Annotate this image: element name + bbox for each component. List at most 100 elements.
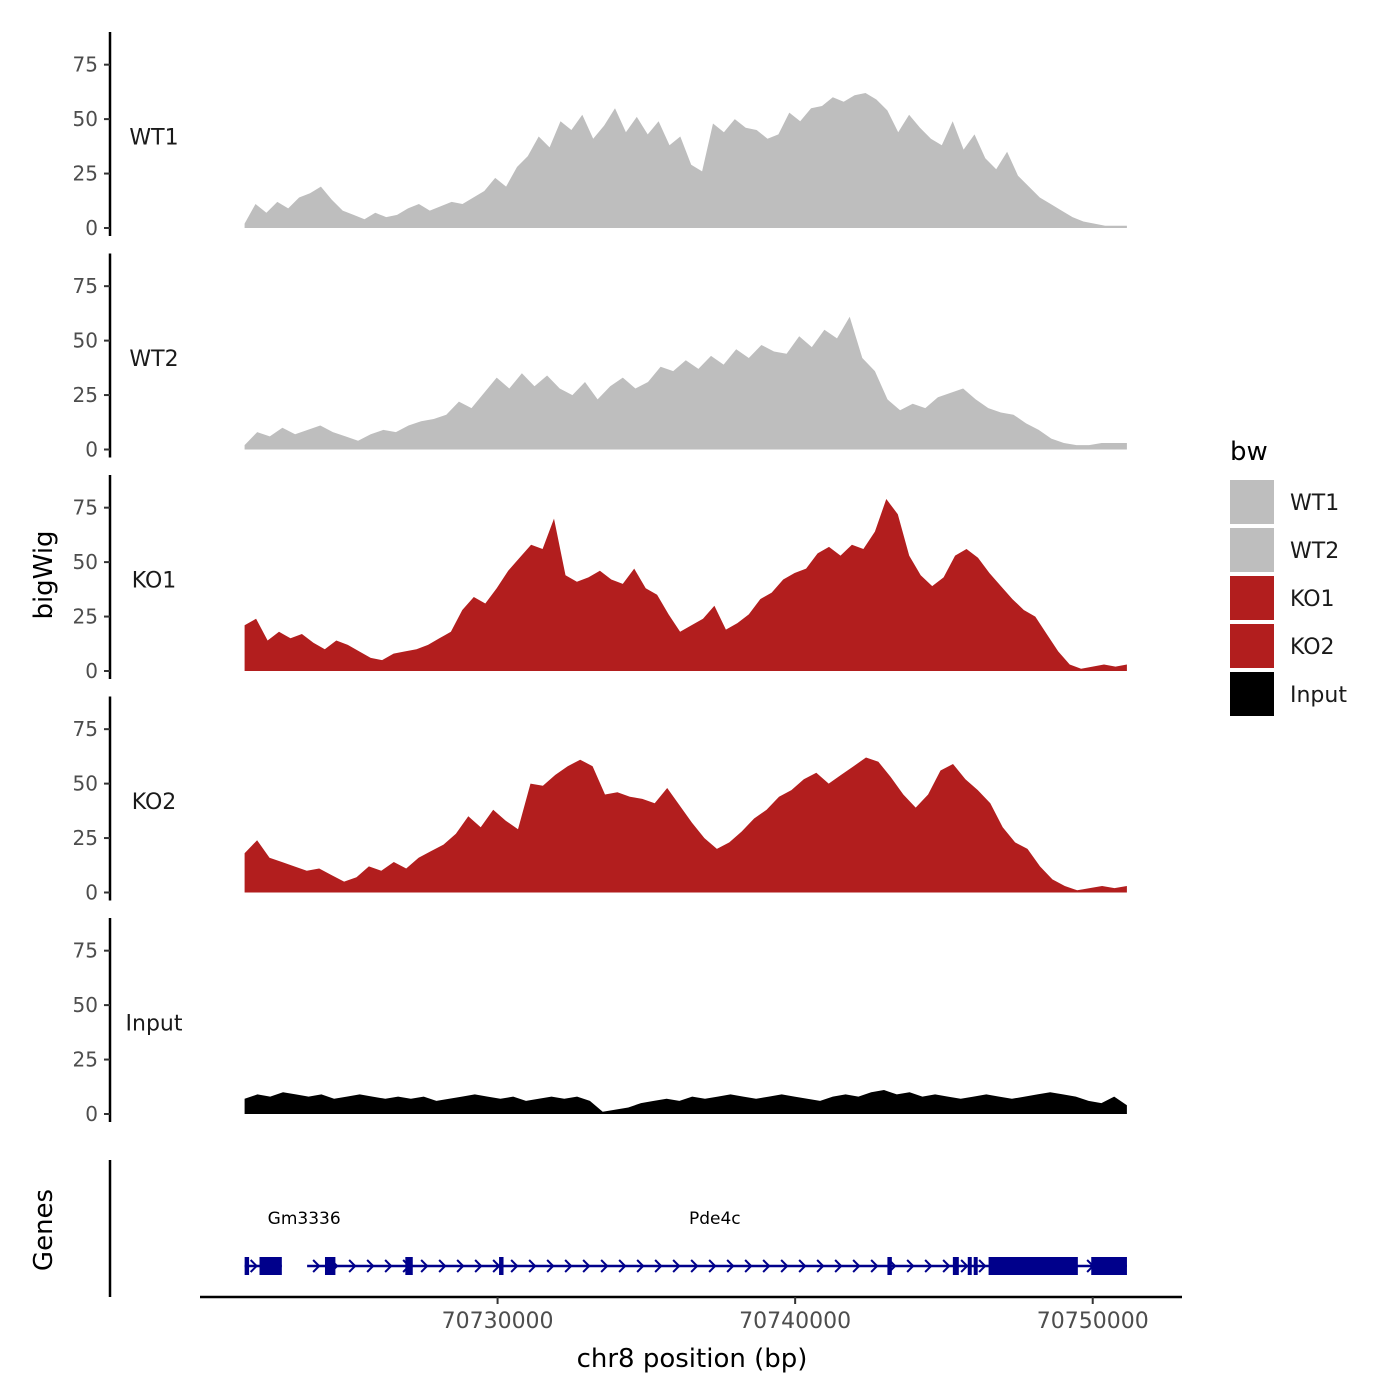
genes-track-title: Genes bbox=[29, 1189, 59, 1271]
legend-swatch bbox=[1230, 528, 1274, 572]
strand-arrow bbox=[564, 1259, 573, 1273]
gene-exon bbox=[499, 1257, 504, 1275]
y-tick-label: 50 bbox=[73, 772, 98, 796]
track-wt2: 0 25 50 75 WT2 bbox=[73, 253, 1127, 462]
x-tick-label: 70730000 bbox=[442, 1309, 554, 1334]
gene-label: Gm3336 bbox=[268, 1209, 341, 1229]
signal-area-ko1 bbox=[244, 499, 1127, 671]
strand-arrow bbox=[456, 1259, 465, 1273]
strand-arrow bbox=[384, 1259, 393, 1273]
strand-arrow bbox=[438, 1259, 447, 1273]
gene-exon bbox=[405, 1257, 413, 1275]
legend-swatch bbox=[1230, 480, 1274, 524]
strand-arrow bbox=[708, 1259, 717, 1273]
y-tick-label: 25 bbox=[73, 1048, 98, 1072]
y-tick-label: 25 bbox=[73, 383, 98, 407]
gene-exon bbox=[259, 1257, 282, 1275]
y-tick-label: 75 bbox=[73, 717, 98, 741]
x-axis: 70730000 70740000 70750000 bbox=[200, 1295, 1182, 1334]
strand-arrow bbox=[312, 1259, 321, 1273]
x-tick-label: 70750000 bbox=[1037, 1309, 1149, 1334]
legend-label: WT1 bbox=[1290, 491, 1339, 516]
y-tick-label: 75 bbox=[73, 274, 98, 298]
y-tick-label: 25 bbox=[73, 605, 98, 629]
gene-exon bbox=[887, 1257, 892, 1275]
track-label: KO2 bbox=[132, 790, 177, 815]
y-tick-label: 50 bbox=[73, 329, 98, 353]
strand-arrow bbox=[798, 1259, 807, 1273]
y-tick-label: 0 bbox=[85, 881, 98, 905]
strand-arrow bbox=[249, 1259, 259, 1273]
track-label: KO1 bbox=[132, 569, 177, 594]
strand-arrow bbox=[978, 1259, 987, 1273]
strand-arrow bbox=[942, 1259, 951, 1273]
legend-label: KO2 bbox=[1290, 635, 1335, 660]
strand-arrow bbox=[924, 1259, 933, 1273]
gene-exon bbox=[973, 1257, 978, 1275]
y-tick-label: 25 bbox=[73, 826, 98, 850]
y-tick-label: 0 bbox=[85, 1102, 98, 1126]
track-wt1: 0 25 50 75 WT1 bbox=[73, 32, 1127, 240]
legend-swatch bbox=[1230, 672, 1274, 716]
track-ko2: 0 25 50 75 KO2 bbox=[73, 696, 1127, 905]
legend-title: bw bbox=[1230, 437, 1268, 467]
strand-arrow bbox=[510, 1259, 519, 1273]
strand-arrow bbox=[546, 1259, 555, 1273]
y-tick-label: 0 bbox=[85, 216, 98, 240]
strand-arrow bbox=[816, 1259, 825, 1273]
strand-arrow bbox=[744, 1259, 753, 1273]
strand-arrow bbox=[690, 1259, 699, 1273]
signal-tracks: 0 25 50 75 WT1 0 25 50 75 WT2 0 25 50 75 KO1 0 25 50 75 KO2… bbox=[73, 32, 1127, 1126]
gene-exon bbox=[967, 1257, 972, 1275]
signal-area-wt1 bbox=[244, 93, 1127, 228]
y-tick-label: 75 bbox=[73, 53, 98, 77]
legend-item-ko2: KO2 bbox=[1230, 624, 1335, 668]
y-tick-label: 50 bbox=[73, 993, 98, 1017]
signal-area-input bbox=[244, 1090, 1127, 1114]
legend: bw WT1 WT2 KO1 KO2 Input bbox=[1230, 437, 1347, 716]
strand-arrow bbox=[780, 1259, 789, 1273]
legend-label: WT2 bbox=[1290, 539, 1339, 564]
y-tick-label: 50 bbox=[73, 107, 98, 131]
signal-area-wt2 bbox=[244, 316, 1127, 450]
gene-exon bbox=[244, 1257, 250, 1275]
gene-exon bbox=[1091, 1257, 1127, 1275]
strand-arrow bbox=[582, 1259, 591, 1273]
legend-label: Input bbox=[1290, 683, 1347, 708]
gene-gm3336: Gm3336 bbox=[244, 1209, 341, 1275]
track-label: Input bbox=[126, 1012, 183, 1037]
legend-label: KO1 bbox=[1290, 587, 1335, 612]
strand-arrow bbox=[834, 1259, 843, 1273]
y-tick-label: 50 bbox=[73, 550, 98, 574]
y-tick-label: 0 bbox=[85, 438, 98, 462]
signal-area-ko2 bbox=[244, 757, 1127, 893]
gene-exon bbox=[324, 1257, 336, 1275]
legend-swatch bbox=[1230, 576, 1274, 620]
strand-arrow bbox=[474, 1259, 483, 1273]
track-ko1: 0 25 50 75 KO1 bbox=[73, 475, 1127, 683]
strand-arrow bbox=[852, 1259, 861, 1273]
track-input: 0 25 50 75 Input bbox=[73, 918, 1127, 1126]
strand-arrow bbox=[348, 1259, 357, 1273]
track-label: WT2 bbox=[129, 347, 178, 372]
genes-track: Gm3336 Pde4c bbox=[108, 1160, 1127, 1297]
strand-arrow bbox=[762, 1259, 771, 1273]
strand-arrow bbox=[528, 1259, 537, 1273]
strand-arrow bbox=[726, 1259, 735, 1273]
y-axis-title: bigWig bbox=[29, 530, 59, 619]
strand-arrow bbox=[870, 1259, 879, 1273]
x-tick-label: 70740000 bbox=[739, 1309, 851, 1334]
strand-arrow bbox=[618, 1259, 627, 1273]
strand-arrow bbox=[600, 1259, 609, 1273]
gene-label: Pde4c bbox=[689, 1209, 741, 1229]
strand-arrow bbox=[636, 1259, 645, 1273]
legend-item-input: Input bbox=[1230, 672, 1347, 716]
y-tick-label: 0 bbox=[85, 659, 98, 683]
legend-item-wt2: WT2 bbox=[1230, 528, 1339, 572]
gene-exon bbox=[952, 1257, 959, 1275]
legend-swatch bbox=[1230, 624, 1274, 668]
strand-arrow bbox=[366, 1259, 375, 1273]
legend-item-wt1: WT1 bbox=[1230, 480, 1339, 524]
strand-arrow bbox=[960, 1259, 969, 1273]
